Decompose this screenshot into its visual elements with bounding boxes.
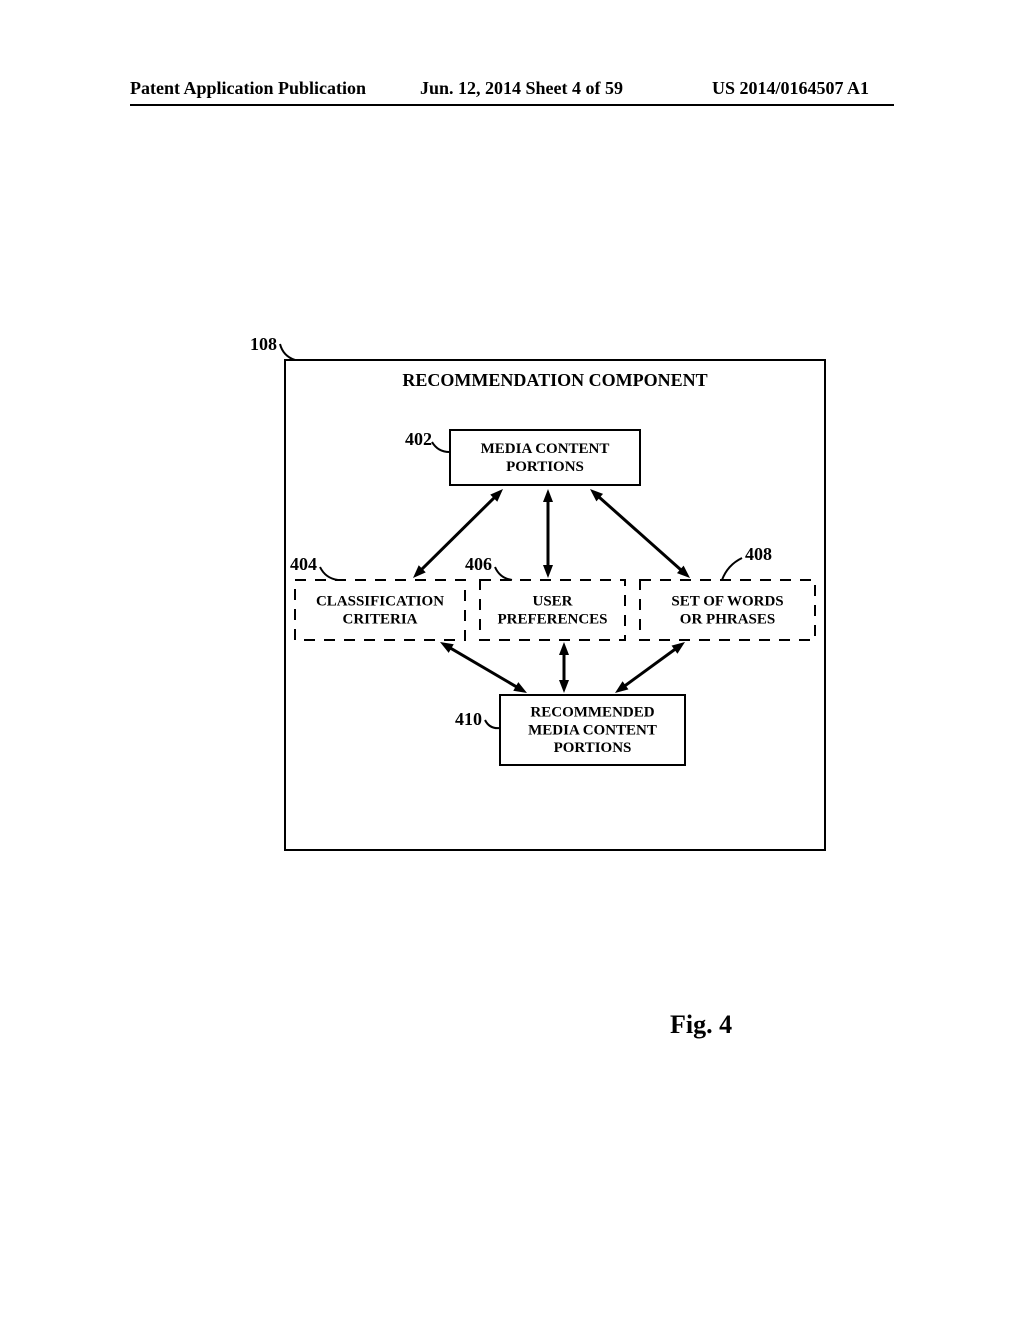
svg-text:CRITERIA: CRITERIA — [342, 611, 417, 627]
page: Patent Application Publication Jun. 12, … — [0, 0, 1024, 1320]
svg-text:CLASSIFICATION: CLASSIFICATION — [316, 594, 444, 610]
svg-text:406: 406 — [465, 554, 492, 574]
figure-label: Fig. 4 — [670, 1010, 732, 1040]
svg-text:USER: USER — [532, 594, 572, 610]
svg-text:404: 404 — [290, 554, 317, 574]
svg-text:RECOMMENDATION COMPONENT: RECOMMENDATION COMPONENT — [402, 370, 707, 390]
svg-text:108: 108 — [250, 334, 277, 354]
svg-text:RECOMMENDED: RECOMMENDED — [530, 705, 654, 721]
svg-text:MEDIA CONTENT: MEDIA CONTENT — [528, 722, 657, 738]
svg-text:SET OF WORDS: SET OF WORDS — [671, 594, 783, 610]
svg-text:OR PHRASES: OR PHRASES — [680, 611, 775, 627]
svg-text:PORTIONS: PORTIONS — [554, 740, 632, 756]
svg-text:410: 410 — [455, 709, 482, 729]
svg-text:PORTIONS: PORTIONS — [506, 459, 584, 475]
figure-diagram: RECOMMENDATION COMPONENT MEDIA CONTENT POR… — [0, 0, 1024, 1320]
svg-text:408: 408 — [745, 544, 772, 564]
svg-text:402: 402 — [405, 429, 432, 449]
svg-text:MEDIA CONTENT: MEDIA CONTENT — [481, 441, 610, 457]
svg-text:PREFERENCES: PREFERENCES — [497, 611, 607, 627]
